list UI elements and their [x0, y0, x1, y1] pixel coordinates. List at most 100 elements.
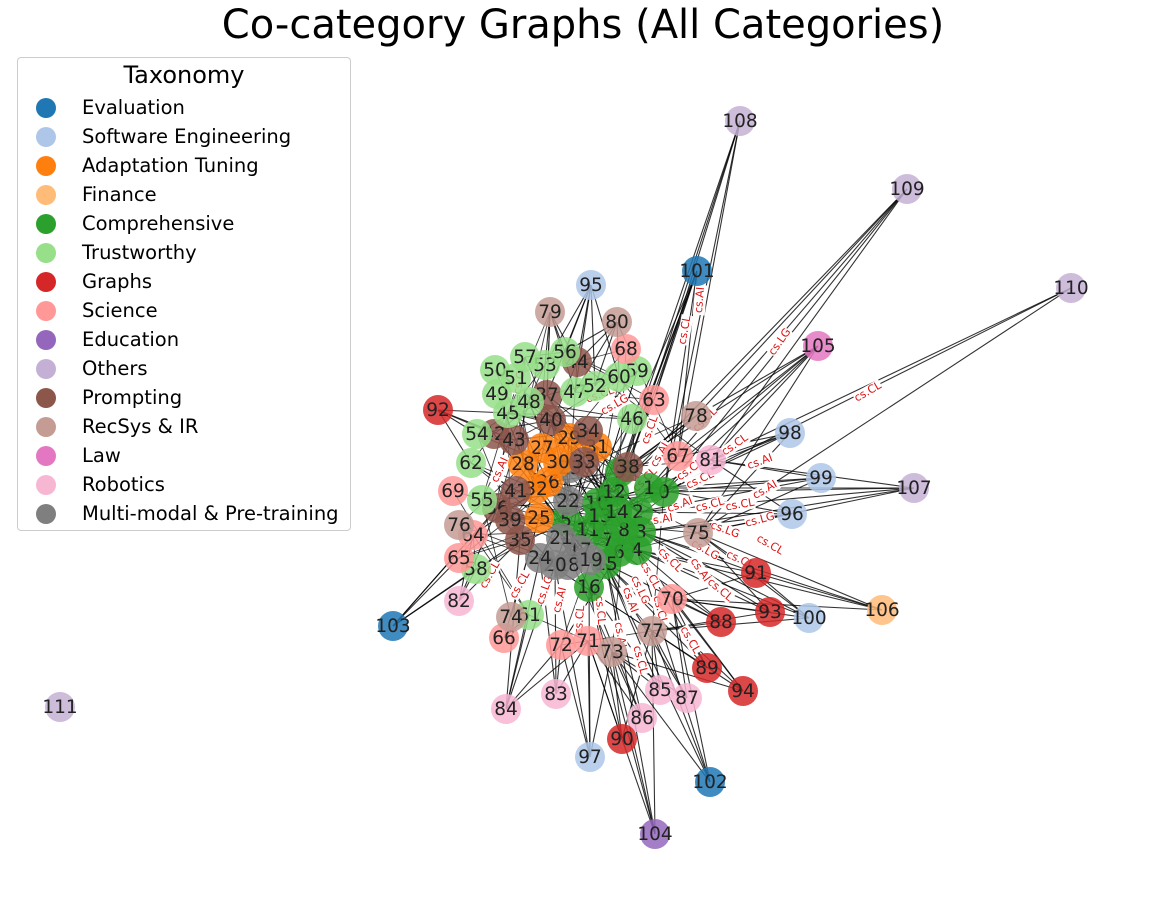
graph-node: 19 [576, 545, 606, 575]
graph-node: 72 [546, 630, 576, 660]
legend-marker [36, 358, 56, 379]
legend-label: RecSys & IR [82, 415, 199, 438]
legend-item: Law [36, 441, 121, 470]
graph-node: 97 [575, 742, 605, 772]
node-circle [462, 419, 492, 449]
graph-edge [710, 287, 1072, 461]
graph-node: 33 [569, 447, 599, 477]
edge-label-background [754, 532, 786, 558]
node-circle [508, 449, 538, 479]
node-label: 24 [528, 548, 552, 569]
legend-marker [36, 474, 56, 495]
graph-node: 110 [1053, 273, 1089, 303]
edge-label-background [724, 496, 756, 514]
node-label: 98 [778, 423, 802, 444]
edge-label: cs.CL [724, 495, 756, 513]
graph-node: 43 [499, 425, 529, 455]
node-circle [553, 486, 583, 516]
graph-node: 24 [525, 543, 555, 573]
graph-node: 79 [535, 297, 565, 327]
graph-node: 34 [573, 416, 603, 446]
node-label: 51 [504, 368, 528, 389]
node-label: 73 [600, 642, 624, 663]
node-circle [438, 476, 468, 506]
node-circle [495, 505, 525, 535]
nodes-layer: 0123456789101112131415161718192021222324… [42, 106, 1089, 849]
legend-marker [36, 300, 56, 321]
legend-marker [36, 97, 56, 118]
node-label: 54 [465, 424, 489, 445]
node-circle [775, 418, 805, 448]
graph-node: 40 [536, 405, 566, 435]
legend-marker [36, 329, 56, 350]
graph-node: 39 [495, 505, 525, 535]
node-circle [602, 497, 632, 527]
graph-node: 28 [508, 449, 538, 479]
node-label: 89 [695, 658, 719, 679]
legend-item: Graphs [36, 267, 152, 296]
node-circle [574, 572, 604, 602]
legend-item: Multi-modal & Pre-training [36, 499, 339, 528]
legend-label: Law [82, 444, 121, 467]
node-circle [524, 503, 554, 533]
graph-node: 74 [496, 602, 526, 632]
graph-node: 100 [791, 603, 827, 633]
legend-marker [36, 213, 56, 234]
node-circle [892, 174, 922, 204]
edge-label-background [704, 575, 736, 605]
node-label: 82 [447, 591, 471, 612]
graph-node: 38 [613, 452, 643, 482]
node-label: 97 [578, 747, 602, 768]
node-circle [444, 543, 474, 573]
node-circle [640, 819, 670, 849]
node-circle [681, 401, 711, 431]
graph-node: 86 [627, 703, 657, 733]
node-circle [806, 463, 836, 493]
graph-edge [605, 563, 656, 835]
legend-marker [36, 387, 56, 408]
edge-label-background [650, 593, 670, 627]
edge-label-background [708, 519, 742, 541]
graph-node: 76 [444, 510, 474, 540]
node-label: 94 [731, 681, 755, 702]
node-label: 49 [485, 384, 509, 405]
node-label: 103 [375, 616, 410, 637]
node-circle [645, 675, 675, 705]
edge-label-background [852, 379, 884, 405]
node-label: 88 [709, 612, 733, 633]
legend-item: Comprehensive [36, 209, 234, 238]
graph-edge [588, 586, 656, 835]
legend-label: Multi-modal & Pre-training [82, 502, 339, 525]
node-label: 99 [809, 468, 833, 489]
graph-edge [596, 370, 638, 504]
graph-node: 83 [541, 679, 571, 709]
node-label: 34 [576, 421, 600, 442]
legend-item: Finance [36, 180, 157, 209]
graph-node: 63 [639, 385, 669, 415]
edge-label: cs.LG [709, 518, 742, 540]
node-circle [541, 679, 571, 709]
node-label: 3 [635, 522, 647, 543]
graph-edge [505, 640, 589, 710]
node-label: 60 [607, 367, 631, 388]
graph-node: 91 [741, 558, 771, 588]
node-label: 21 [549, 528, 573, 549]
node-circle [637, 616, 667, 646]
node-circle [634, 473, 664, 503]
graph-edge [611, 651, 711, 783]
node-label: 106 [864, 600, 899, 621]
node-circle [777, 499, 807, 529]
node-label: 8 [618, 520, 630, 541]
node-label: 87 [675, 688, 699, 709]
legend-marker [36, 503, 56, 524]
legend-item: Others [36, 354, 148, 383]
node-label: 22 [556, 491, 580, 512]
node-label: 62 [459, 453, 483, 474]
node-label: 81 [699, 450, 723, 471]
graph-node: 30 [543, 447, 573, 477]
graph-edge [710, 459, 793, 515]
node-circle [604, 362, 634, 392]
graph-edge [587, 640, 591, 758]
node-circle [510, 342, 540, 372]
node-circle [45, 692, 75, 722]
